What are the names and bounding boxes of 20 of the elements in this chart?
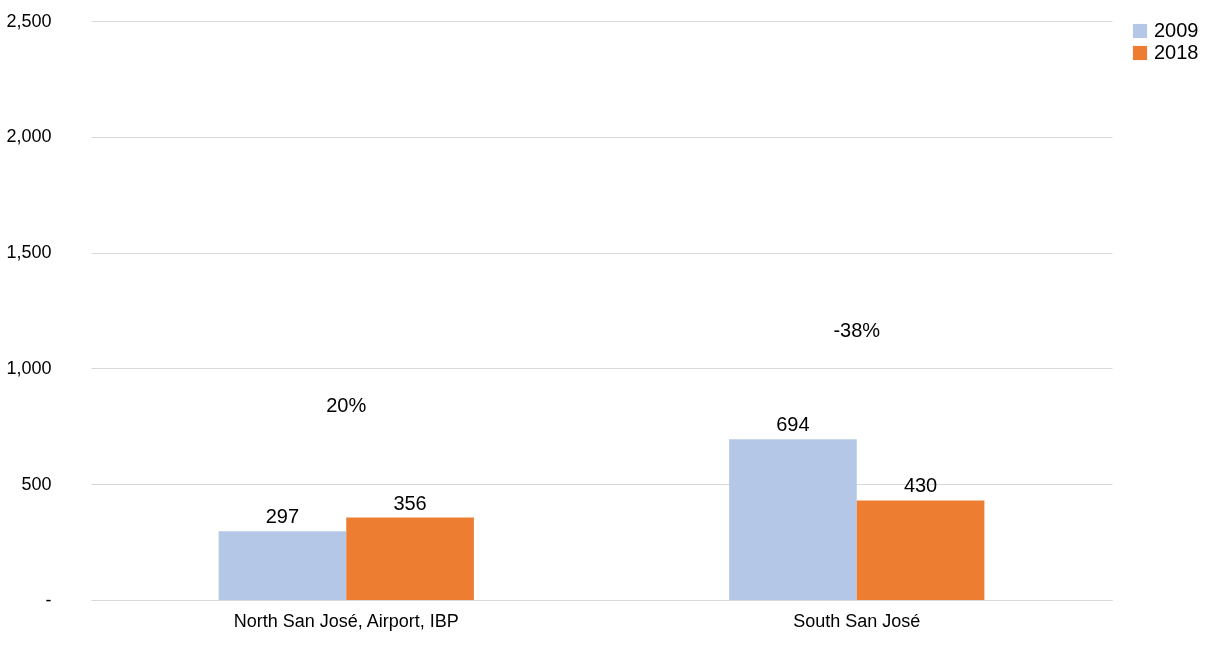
annotation: -38% [833, 318, 881, 341]
bar [856, 500, 985, 600]
y-tick-label: - [45, 589, 52, 610]
y-tick-label: 2,500 [6, 10, 52, 31]
bar [218, 531, 347, 600]
data-label: 430 [903, 474, 938, 497]
legend-label: 2009 [1154, 19, 1199, 41]
y-tick-label: 1,000 [6, 357, 52, 378]
x-tick-label: North San José, Airport, IBP [233, 610, 459, 631]
bar [346, 517, 474, 600]
y-tick-label: 500 [21, 473, 52, 494]
annotation: 20% [326, 394, 367, 417]
legend-label: 2018 [1154, 41, 1199, 63]
y-tick-label: 1,500 [6, 242, 52, 263]
x-tick-label: South San José [793, 610, 921, 631]
bar [729, 439, 857, 600]
y-tick-label: 2,000 [6, 126, 52, 147]
data-label: 356 [393, 491, 427, 514]
data-label: 297 [265, 505, 300, 528]
data-label: 694 [776, 413, 810, 436]
